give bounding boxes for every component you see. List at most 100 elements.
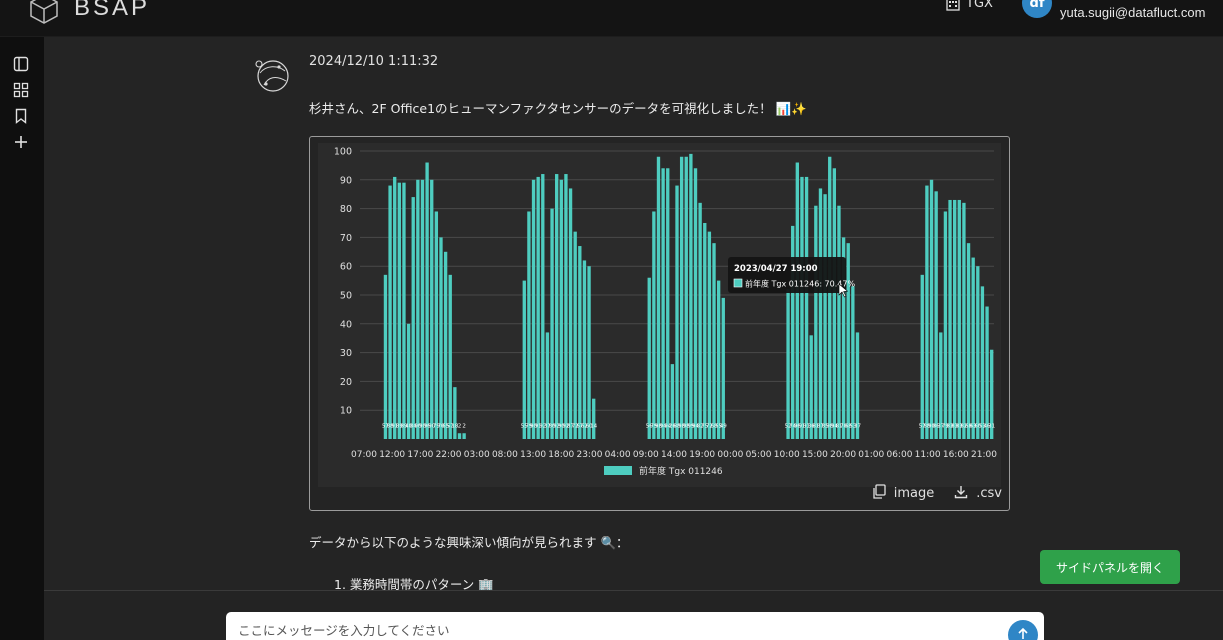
bar-data-label: 81 — [812, 423, 819, 429]
bar — [416, 179, 420, 440]
download-image-button[interactable]: image — [872, 484, 934, 503]
bar — [689, 153, 693, 439]
bar — [559, 179, 563, 440]
top-header: BSAP TGX df yuta.sugii@datafluct.com — [0, 0, 1223, 37]
arrow-up-icon — [1016, 627, 1030, 640]
bookmark-icon[interactable] — [12, 107, 30, 125]
bar — [656, 156, 661, 439]
bar — [568, 188, 573, 439]
bar — [443, 251, 448, 439]
y-tick-label: 40 — [340, 319, 352, 330]
left-rail — [0, 37, 44, 640]
bar — [721, 297, 725, 439]
bar — [402, 182, 406, 439]
bar-data-label: 82 — [960, 423, 967, 429]
x-tick-label: 07:00 — [351, 450, 377, 460]
bar-data-label: 92 — [562, 423, 569, 429]
bar-data-label: 91 — [798, 423, 805, 429]
bar — [966, 243, 971, 439]
bar — [545, 332, 550, 439]
bar-data-label: 57 — [919, 423, 926, 429]
bar-data-label: 81 — [835, 423, 842, 429]
bar-data-label: 90 — [558, 423, 565, 429]
bar — [929, 179, 934, 440]
bar — [948, 199, 952, 439]
bar-data-label: 84 — [410, 423, 417, 429]
csv-label: .csv — [976, 486, 1002, 501]
x-tick-label: 16:00 — [943, 450, 969, 460]
bar — [383, 274, 388, 439]
chart-actions: image .csv — [872, 484, 1002, 503]
bar — [647, 277, 651, 439]
mouse-cursor-icon — [838, 283, 849, 298]
open-side-panel-button[interactable]: サイドパネルを開く — [1040, 550, 1180, 584]
bar-data-label: 53 — [979, 423, 986, 429]
bar — [661, 168, 665, 439]
bar-data-label: 83 — [951, 423, 958, 429]
bar-data-label: 37 — [937, 423, 944, 429]
bar-data-label: 60 — [974, 423, 981, 429]
bar — [578, 246, 582, 439]
user-email[interactable]: yuta.sugii@datafluct.com — [1060, 5, 1206, 20]
org-selector[interactable]: TGX — [946, 0, 993, 11]
send-button[interactable] — [1008, 620, 1038, 640]
brand[interactable]: BSAP — [28, 0, 150, 24]
bar — [818, 188, 823, 439]
user-avatar[interactable]: df — [1022, 0, 1052, 18]
bar — [707, 231, 712, 439]
bar-data-label: 74 — [789, 423, 796, 429]
bar-data-label: 98 — [683, 423, 690, 429]
bar-data-label: 57 — [447, 423, 454, 429]
bar-data-label: 94 — [660, 423, 667, 429]
bar — [564, 174, 568, 440]
bar — [943, 211, 948, 439]
x-tick-label: 20:00 — [830, 450, 856, 460]
x-tick-label: 11:00 — [915, 450, 941, 460]
x-tick-label: 06:00 — [886, 450, 912, 460]
download-csv-button[interactable]: .csv — [954, 485, 1002, 503]
bar-data-label: 92 — [539, 423, 546, 429]
y-tick-label: 30 — [340, 348, 352, 359]
bar-data-label: 63 — [970, 423, 977, 429]
bar-data-label: 87 — [567, 423, 574, 429]
bar-data-label: 88 — [387, 423, 394, 429]
bar-data-label: 85 — [822, 423, 829, 429]
bar-data-label: 96 — [424, 423, 431, 429]
bar — [712, 243, 716, 439]
bar — [652, 211, 656, 439]
bar — [573, 231, 577, 439]
bar-data-label: 36 — [808, 423, 815, 429]
grid-icon[interactable] — [12, 81, 30, 99]
bar — [832, 168, 837, 439]
bar — [814, 205, 818, 439]
bar — [791, 225, 795, 439]
bar-data-label: 72 — [706, 423, 713, 429]
bar-data-label: 96 — [794, 423, 801, 429]
bar-data-label: 2 — [458, 423, 462, 429]
sidebar-toggle-icon[interactable] — [12, 55, 30, 73]
chart-canvas[interactable]: 10 20 30 40 50 60 70 80 90 100 57 88 91 89 89 40 84 90 90 9… — [318, 143, 1001, 487]
bar-data-label: 49 — [720, 423, 727, 429]
bar — [587, 266, 591, 439]
bar — [434, 211, 439, 439]
bar — [531, 179, 536, 440]
bar — [411, 197, 415, 439]
bar-data-label: 52 — [785, 423, 792, 429]
bar-data-label: 68 — [845, 423, 852, 429]
message-input[interactable] — [236, 622, 1000, 639]
bar-data-label: 68 — [711, 423, 718, 429]
chart-card: 10 20 30 40 50 60 70 80 90 100 57 88 91 89 89 40 84 90 90 9… — [309, 136, 1010, 511]
bar — [800, 176, 804, 440]
x-tick-label: 08:00 — [492, 450, 518, 460]
x-tick-label: 17:00 — [407, 450, 433, 460]
bar — [809, 335, 813, 439]
bar — [592, 398, 596, 439]
bar — [425, 162, 429, 439]
x-tick-label: 15:00 — [802, 450, 828, 460]
bar — [851, 286, 855, 439]
bar — [795, 162, 799, 439]
plus-icon[interactable] — [12, 133, 30, 151]
download-icon — [954, 485, 968, 503]
bar-data-label: 99 — [687, 423, 694, 429]
bar-data-label: 37 — [544, 423, 551, 429]
